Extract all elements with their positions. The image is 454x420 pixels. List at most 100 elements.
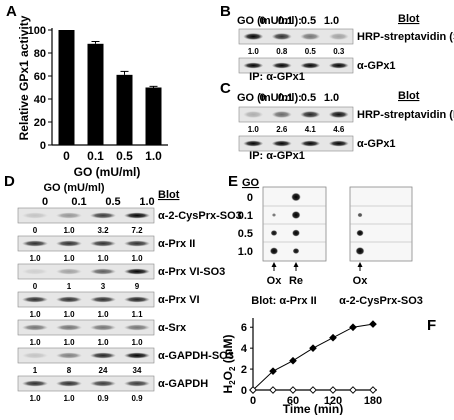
blot-membrane — [238, 57, 354, 74]
bar-chart: 0 20 40 60 80 100 0 0.1 0.5 1.0 — [28, 25, 168, 163]
quant-value: 0 — [33, 282, 38, 291]
dot-spot — [292, 229, 300, 237]
blot-band — [271, 33, 292, 40]
blot-band — [56, 380, 82, 387]
y-axis-label: H2O2 (mM) — [221, 335, 237, 394]
blot-band — [56, 324, 82, 331]
blot-band — [56, 296, 82, 303]
data-point — [309, 386, 317, 394]
blot-antibody-label: HRP-streptavidin (DHA) — [357, 109, 454, 121]
y-tick-label: 60 — [34, 71, 46, 83]
quant-value: 24 — [99, 366, 108, 375]
dose-label: 1.0 — [324, 15, 339, 27]
blot-band — [243, 62, 264, 69]
data-point — [269, 367, 277, 376]
blot-band — [124, 380, 150, 387]
quant-value: 1.0 — [29, 254, 41, 263]
quant-value: 1.0 — [29, 310, 41, 319]
go-label: GO (mU/ml) — [43, 182, 104, 194]
blot-antibody-label: α-Prx II — [158, 238, 195, 250]
dose-label: 0.5 — [301, 92, 316, 104]
blot-band — [90, 296, 116, 303]
blot-band — [124, 296, 150, 303]
dose-label: 0.1 — [238, 210, 253, 222]
panel-letter: B — [220, 3, 231, 20]
quant-value: 1.0 — [63, 310, 75, 319]
blot-band — [243, 111, 264, 118]
dose-labels: 0 0.1 0.5 1.0 — [259, 92, 339, 104]
dot-spot — [272, 213, 276, 217]
y-tick-label: 100 — [28, 25, 46, 37]
blot-antibody-label: α-2-CysPrx-SO3 — [158, 210, 242, 222]
blot-band — [22, 268, 48, 275]
quant-value: 4.6 — [333, 125, 345, 134]
x-tick-label: 180 — [364, 395, 382, 407]
bar — [58, 30, 75, 145]
x-tick-label: 1.0 — [145, 149, 162, 163]
blot-membrane — [238, 28, 354, 45]
dot-spot — [270, 230, 278, 236]
blot-band — [300, 62, 321, 69]
blot-band — [300, 111, 321, 118]
x-tick-label: 60 — [287, 395, 299, 407]
blot-antibody-label: α-Prx VI — [158, 294, 200, 306]
dot-spot — [357, 212, 363, 218]
y-tick-label: 80 — [34, 48, 46, 60]
blot-strips: α-2-CysPrx-SO3 0 1.0 3.2 7.2 α-Prx II 1.0 1.0 1.… — [17, 207, 242, 403]
blot-membrane — [238, 106, 354, 123]
data-point — [349, 386, 357, 394]
blot-band — [124, 212, 150, 219]
blot-antibody-label: α-GAPDH-SO3 — [158, 350, 234, 362]
blot-band — [300, 140, 321, 147]
quant-value: 1.0 — [131, 338, 143, 347]
blot-right-label: α-2-CysPrx-SO3 — [339, 295, 423, 307]
blot-band — [22, 324, 48, 331]
blot-left-label: Blot: α-Prx II — [251, 295, 316, 307]
quant-value: 3 — [101, 282, 106, 291]
blot-band — [328, 111, 349, 118]
blot-header: Blot — [398, 90, 420, 102]
blot-header: Blot — [158, 189, 180, 201]
blot-membrane — [17, 347, 155, 364]
blot-band — [22, 352, 48, 359]
go-label: GO (mU/ml): — [237, 15, 302, 27]
quant-value: 8 — [67, 366, 72, 375]
y-tick-label: 0 — [241, 385, 247, 397]
blot-antibody-label: α-GPx1 — [357, 60, 396, 72]
x-axis-label: Time (min) — [283, 402, 343, 415]
arrow-head — [293, 262, 299, 267]
data-point — [289, 356, 297, 365]
y-tick-label: 6 — [241, 322, 247, 334]
data-point — [349, 323, 357, 332]
blot-membrane — [17, 235, 155, 252]
quant-value: 1.0 — [131, 254, 143, 263]
data-point — [289, 386, 297, 394]
quant-value: 34 — [133, 366, 142, 375]
blot-band — [90, 212, 116, 219]
dose-label: 0.1 — [71, 196, 86, 208]
x-tick-label: 0 — [63, 149, 70, 163]
y-tick-label: 40 — [34, 94, 46, 106]
blot-band — [22, 296, 48, 303]
quant-value: 1 — [33, 366, 38, 375]
blot-band — [56, 268, 82, 275]
y-tick-label: 4 — [241, 343, 248, 355]
dose-label: 0.1 — [278, 15, 293, 27]
blot-band — [328, 33, 349, 40]
blot-band — [22, 380, 48, 387]
quant-value: 1.0 — [63, 226, 75, 235]
blot-membrane — [17, 207, 155, 224]
ip-label: IP: α-GPx1 — [249, 150, 305, 162]
blot-band — [90, 240, 116, 247]
blot-band — [271, 62, 292, 69]
data-point — [329, 333, 337, 342]
blot-band — [124, 324, 150, 331]
blot-membrane — [17, 375, 155, 392]
blot-band — [271, 140, 292, 147]
quant-value: 0 — [33, 226, 38, 235]
blot-band — [243, 140, 264, 147]
blot-strips: HRP-streptavidin (SeH) 1.0 0.8 0.5 0.3 α-GPx1 — [238, 28, 454, 74]
dose-label: 0.1 — [278, 92, 293, 104]
